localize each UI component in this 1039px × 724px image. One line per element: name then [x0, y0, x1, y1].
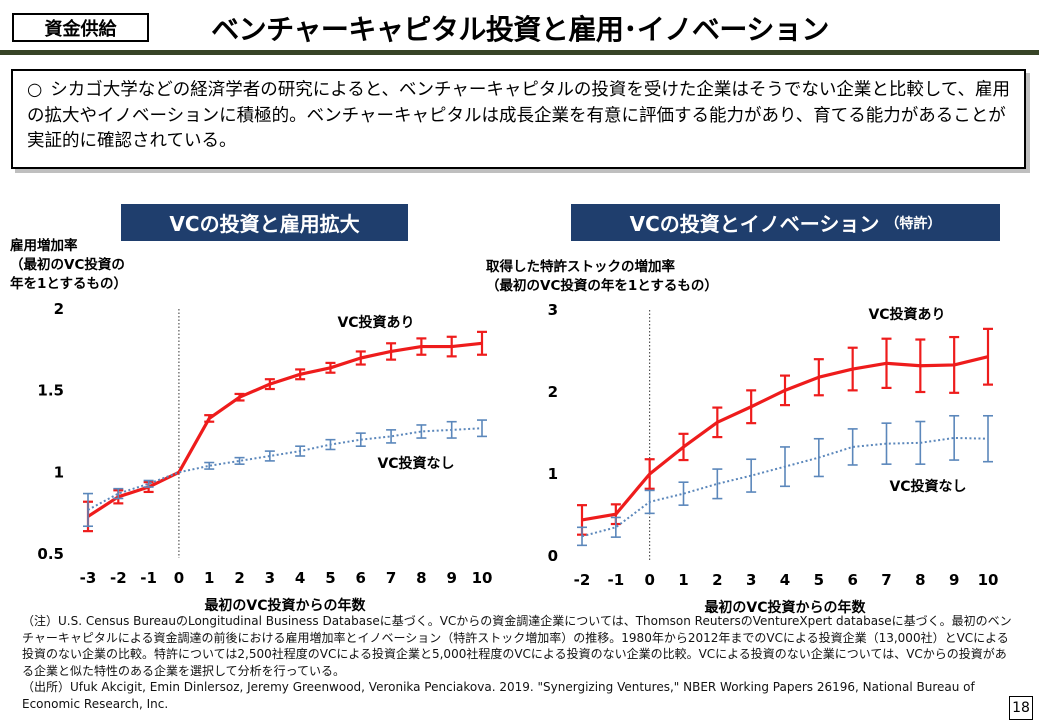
left-panel-title: VCの投資と雇用拡大 [121, 204, 408, 241]
patent-chart: 0 1 2 3 -2 -1 0 1 2 3 4 5 6 7 8 9 10 最初のVC投資からの年数 VC投資あり VC… [548, 301, 999, 615]
x-tick-label: 1 [678, 571, 688, 589]
x-tick-label: -2 [110, 569, 127, 587]
employment-chart: 0.5 1 1.5 2 -3 -2 -1 0 1 2 3 4 5 6 7 8 9 10 最初のVC投資からの年数 VC… [37, 300, 493, 614]
source-text: （出所）Ufuk Akcigit, Emin Dinlersoz, Jeremy… [22, 680, 975, 711]
x-tick-label: -2 [574, 571, 591, 589]
title-rule [0, 50, 1039, 55]
y-tick-label: 0 [548, 547, 558, 565]
left-y-axis-label-line: 雇用増加率 [10, 238, 78, 254]
y-tick-label: 1.5 [37, 382, 64, 400]
x-tick-label: 2 [712, 571, 722, 589]
series-with-vc-label: VC投資あり [337, 314, 414, 331]
right-y-axis-label-line: （最初のVC投資の年を1とするもの） [486, 278, 718, 294]
x-tick-label: 3 [746, 571, 756, 589]
x-tick-label: -3 [80, 569, 97, 587]
left-y-axis-label: 雇用増加率 （最初のVC投資の 年を1とするもの） [10, 237, 127, 294]
x-tick-label: 8 [416, 569, 426, 587]
note-text: （注）U.S. Census BureauのLongitudinal Busin… [22, 614, 1012, 678]
x-tick-label: 8 [915, 571, 925, 589]
x-tick-label: 5 [814, 571, 824, 589]
x-tick-label: 9 [446, 569, 456, 587]
right-y-axis-label-line: 取得した特許ストックの増加率 [486, 259, 675, 275]
series-with-vc-line [581, 355, 989, 522]
left-y-axis-label-line: 年を1とするもの） [10, 276, 127, 292]
x-tick-label: 6 [356, 569, 366, 587]
series-without-vc-line [581, 436, 989, 538]
series-without-vc-label: VC投資なし [377, 455, 454, 472]
series-with-vc-line [87, 341, 483, 518]
x-tick-label: -1 [607, 571, 624, 589]
x-tick-label: 10 [978, 571, 999, 589]
y-tick-label: 1 [548, 465, 558, 483]
x-tick-label: 3 [265, 569, 275, 587]
x-tick-label: 7 [386, 569, 396, 587]
y-tick-label: 0.5 [37, 545, 64, 563]
x-tick-label: 10 [472, 569, 493, 587]
y-tick-label: 3 [548, 301, 558, 319]
x-tick-label: 5 [325, 569, 335, 587]
summary-text: シカゴ大学などの経済学者の研究によると、ベンチャーキャピタルの投資を受けた企業は… [27, 80, 1010, 151]
x-tick-label: 1 [204, 569, 214, 587]
section-tag: 資金供給 [12, 13, 149, 42]
x-axis-title: 最初のVC投資からの年数 [704, 599, 866, 615]
x-tick-label: 4 [780, 571, 790, 589]
x-tick-label: 0 [644, 571, 654, 589]
page-number: 18 [1009, 696, 1033, 720]
x-tick-label: 6 [847, 571, 857, 589]
x-tick-label: 2 [234, 569, 244, 587]
series-with-vc-label: VC投資あり [868, 306, 945, 323]
right-panel-title-main: VCの投資とイノベーション [629, 212, 880, 236]
x-tick-label: 9 [949, 571, 959, 589]
x-tick-label: -1 [140, 569, 157, 587]
left-y-axis-label-line: （最初のVC投資の [10, 257, 125, 273]
right-panel-title: VCの投資とイノベーション （特許） [571, 204, 1000, 241]
x-tick-label: 7 [881, 571, 891, 589]
y-tick-label: 2 [54, 300, 64, 318]
summary-bullet: ○ [27, 80, 43, 100]
y-tick-label: 2 [548, 383, 558, 401]
y-tick-label: 1 [54, 463, 64, 481]
page-title: ベンチャーキャピタル投資と雇用･イノベーション [211, 13, 829, 46]
notes: （注）U.S. Census BureauのLongitudinal Busin… [22, 613, 1014, 712]
series-without-vc-label: VC投資なし [889, 478, 966, 495]
x-tick-label: 0 [174, 569, 184, 587]
x-axis-title: 最初のVC投資からの年数 [204, 597, 366, 614]
right-y-axis-label: 取得した特許ストックの増加率 （最初のVC投資の年を1とするもの） [486, 258, 718, 296]
summary-box: ○ シカゴ大学などの経済学者の研究によると、ベンチャーキャピタルの投資を受けた企業… [11, 69, 1026, 169]
right-panel-title-sub: （特許） [885, 215, 942, 232]
x-tick-label: 4 [295, 569, 305, 587]
